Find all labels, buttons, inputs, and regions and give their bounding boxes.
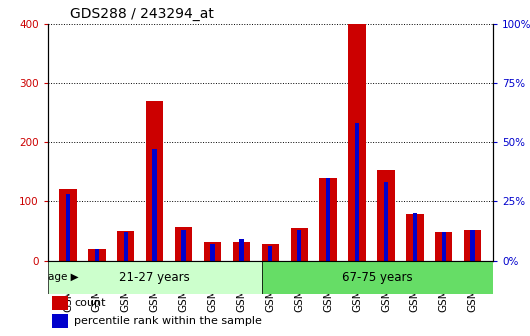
- Bar: [355, 123, 359, 260]
- Bar: [262, 244, 279, 260]
- Bar: [88, 249, 105, 260]
- Bar: [268, 246, 272, 260]
- Bar: [471, 230, 475, 260]
- Bar: [239, 239, 244, 260]
- Bar: [146, 100, 163, 260]
- Bar: [181, 230, 186, 260]
- Bar: [290, 228, 308, 260]
- Text: age ▶: age ▶: [48, 272, 79, 282]
- Bar: [413, 213, 417, 260]
- Bar: [153, 149, 157, 260]
- Bar: [326, 178, 330, 260]
- Bar: [95, 249, 99, 260]
- Bar: [262, 260, 493, 294]
- Bar: [59, 190, 77, 260]
- Text: 21-27 years: 21-27 years: [119, 270, 190, 284]
- Bar: [52, 296, 68, 310]
- Bar: [348, 24, 366, 260]
- Bar: [175, 227, 192, 260]
- Bar: [117, 231, 135, 260]
- Bar: [435, 232, 453, 260]
- Text: count: count: [74, 298, 106, 308]
- Text: percentile rank within the sample: percentile rank within the sample: [74, 316, 262, 326]
- Bar: [48, 260, 262, 294]
- Bar: [233, 242, 250, 260]
- Text: 67-75 years: 67-75 years: [342, 270, 412, 284]
- Bar: [52, 314, 68, 328]
- Bar: [441, 232, 446, 260]
- Bar: [210, 244, 215, 260]
- Bar: [464, 230, 481, 260]
- Bar: [204, 242, 221, 260]
- Bar: [297, 230, 302, 260]
- Text: GDS288 / 243294_at: GDS288 / 243294_at: [70, 7, 214, 21]
- Bar: [123, 232, 128, 260]
- Bar: [66, 194, 70, 260]
- Bar: [320, 178, 337, 260]
- Bar: [406, 214, 423, 260]
- Bar: [377, 170, 395, 260]
- Bar: [384, 182, 388, 260]
